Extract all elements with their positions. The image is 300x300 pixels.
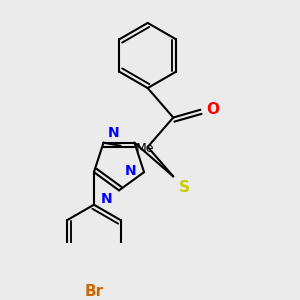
Text: Me: Me: [136, 142, 155, 155]
Text: N: N: [101, 192, 113, 206]
Text: O: O: [206, 102, 219, 117]
Text: S: S: [179, 180, 190, 195]
Text: Br: Br: [84, 284, 104, 299]
Text: N: N: [107, 126, 119, 140]
Text: N: N: [125, 164, 136, 178]
